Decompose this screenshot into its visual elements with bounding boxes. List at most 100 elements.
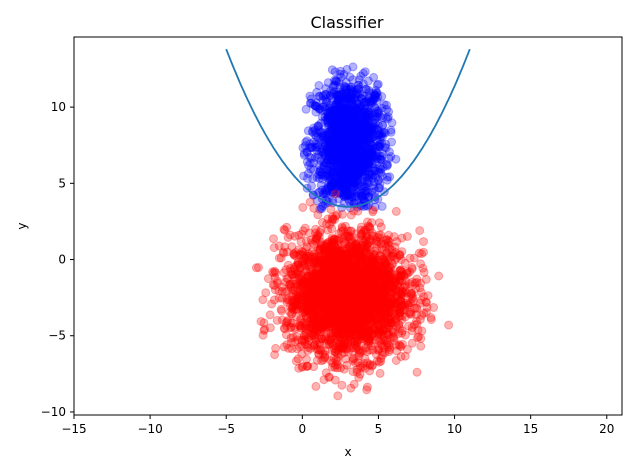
scatter-point [346,106,356,116]
scatter-point [347,112,357,121]
scatter-point [353,284,363,294]
scatter-point [326,128,336,138]
scatter-point [303,173,312,183]
scatter-point [345,241,355,251]
scatter-point [343,99,353,109]
scatter-point [316,132,326,142]
scatter-point [351,142,361,152]
scatter-point [374,237,384,247]
scatter-point [289,297,299,307]
scatter-point [366,150,376,160]
y-axis-label: y [15,222,29,229]
scatter-point [353,150,363,160]
scatter-point [349,171,359,181]
scatter-point [354,83,363,93]
scatter-point [324,168,334,178]
scatter-point [318,132,328,142]
scatter-point [325,113,335,123]
scatter-point [356,254,366,264]
scatter-point [348,163,358,173]
scatter-point [335,170,345,180]
scatter-point [348,109,358,119]
scatter-point [327,182,337,192]
scatter-point [352,140,361,150]
scatter-point [347,117,357,127]
scatter-point [351,146,361,156]
scatter-point [361,166,371,175]
scatter-point [337,289,347,299]
scatter-point [327,106,337,116]
scatter-point [321,158,331,168]
scatter-point [323,141,333,151]
scatter-point [317,240,327,250]
scatter-point [355,142,364,152]
scatter-point [363,150,372,160]
scatter-point [350,118,360,127]
scatter-point [333,130,343,140]
scatter-point [382,159,392,169]
scatter-point [361,98,370,108]
scatter-point [341,114,351,123]
scatter-point [314,150,323,160]
scatter-point [346,108,356,118]
scatter-point [344,313,354,323]
scatter-point [336,188,346,198]
scatter-point [351,124,361,134]
scatter-point [357,150,367,160]
scatter-point [372,113,382,123]
scatter-point [340,92,350,102]
scatter-point [325,126,335,135]
scatter-point [267,299,277,309]
scatter-point [382,175,392,185]
scatter-point [360,189,370,199]
scatter-point [339,146,348,156]
scatter-point [357,177,366,187]
scatter-point [363,160,373,170]
scatter-point [339,170,349,180]
scatter-point [344,250,354,260]
scatter-point [347,137,357,147]
scatter-point [355,361,365,371]
scatter-point [375,151,385,161]
x-tick-label: 10 [447,422,462,436]
scatter-point [305,143,315,153]
x-tick-label: −5 [217,422,235,436]
scatter-point [354,305,364,315]
scatter-point [329,114,339,124]
scatter-point [338,182,348,192]
scatter-point [336,91,346,101]
scatter-point [336,94,345,104]
scatter-point [315,167,324,177]
scatter-point [351,141,361,151]
scatter-point [341,97,351,107]
scatter-point [356,121,366,131]
scatter-point [354,116,364,125]
scatter-point [307,181,316,191]
scatter-point [341,110,351,120]
scatter-point [323,131,333,141]
scatter-point [328,155,338,165]
scatter-point [359,164,369,173]
scatter-point [331,119,341,129]
scatter-point [345,82,355,92]
scatter-point [350,105,360,115]
scatter-point [335,176,345,185]
scatter-point [318,132,328,141]
scatter-point [365,137,375,147]
scatter-point [335,178,345,188]
scatter-point [375,183,385,193]
scatter-point [362,163,372,173]
scatter-point [330,174,340,184]
scatter-point [405,253,415,263]
scatter-point [339,348,349,357]
scatter-point [358,185,368,194]
scatter-point [371,186,380,196]
scatter-point [265,310,275,320]
scatter-point [326,174,336,184]
scatter-point [348,292,358,302]
scatter-point [365,153,375,162]
scatter-point [321,89,331,99]
scatter-point [333,106,343,116]
scatter-point [350,340,360,350]
scatter-point [333,236,343,246]
